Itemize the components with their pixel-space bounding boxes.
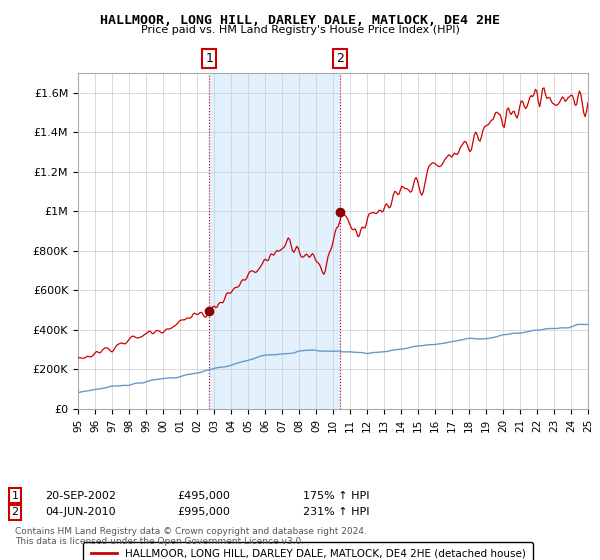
Text: Contains HM Land Registry data © Crown copyright and database right 2024.: Contains HM Land Registry data © Crown c… — [15, 528, 367, 536]
Text: 1: 1 — [11, 491, 19, 501]
Text: HALLMOOR, LONG HILL, DARLEY DALE, MATLOCK, DE4 2HE: HALLMOOR, LONG HILL, DARLEY DALE, MATLOC… — [100, 14, 500, 27]
Text: 1: 1 — [205, 52, 213, 66]
Text: 2: 2 — [11, 507, 19, 517]
Text: £495,000: £495,000 — [177, 491, 230, 501]
Text: 175% ↑ HPI: 175% ↑ HPI — [303, 491, 370, 501]
Text: 2: 2 — [336, 52, 344, 66]
Bar — [209, 73, 340, 409]
Legend: HALLMOOR, LONG HILL, DARLEY DALE, MATLOCK, DE4 2HE (detached house), HPI: Averag: HALLMOOR, LONG HILL, DARLEY DALE, MATLOC… — [83, 542, 533, 560]
Text: 231% ↑ HPI: 231% ↑ HPI — [303, 507, 370, 517]
Text: £995,000: £995,000 — [177, 507, 230, 517]
Text: Price paid vs. HM Land Registry's House Price Index (HPI): Price paid vs. HM Land Registry's House … — [140, 25, 460, 35]
Text: This data is licensed under the Open Government Licence v3.0.: This data is licensed under the Open Gov… — [15, 537, 304, 546]
Text: 20-SEP-2002: 20-SEP-2002 — [45, 491, 116, 501]
Text: 04-JUN-2010: 04-JUN-2010 — [45, 507, 116, 517]
